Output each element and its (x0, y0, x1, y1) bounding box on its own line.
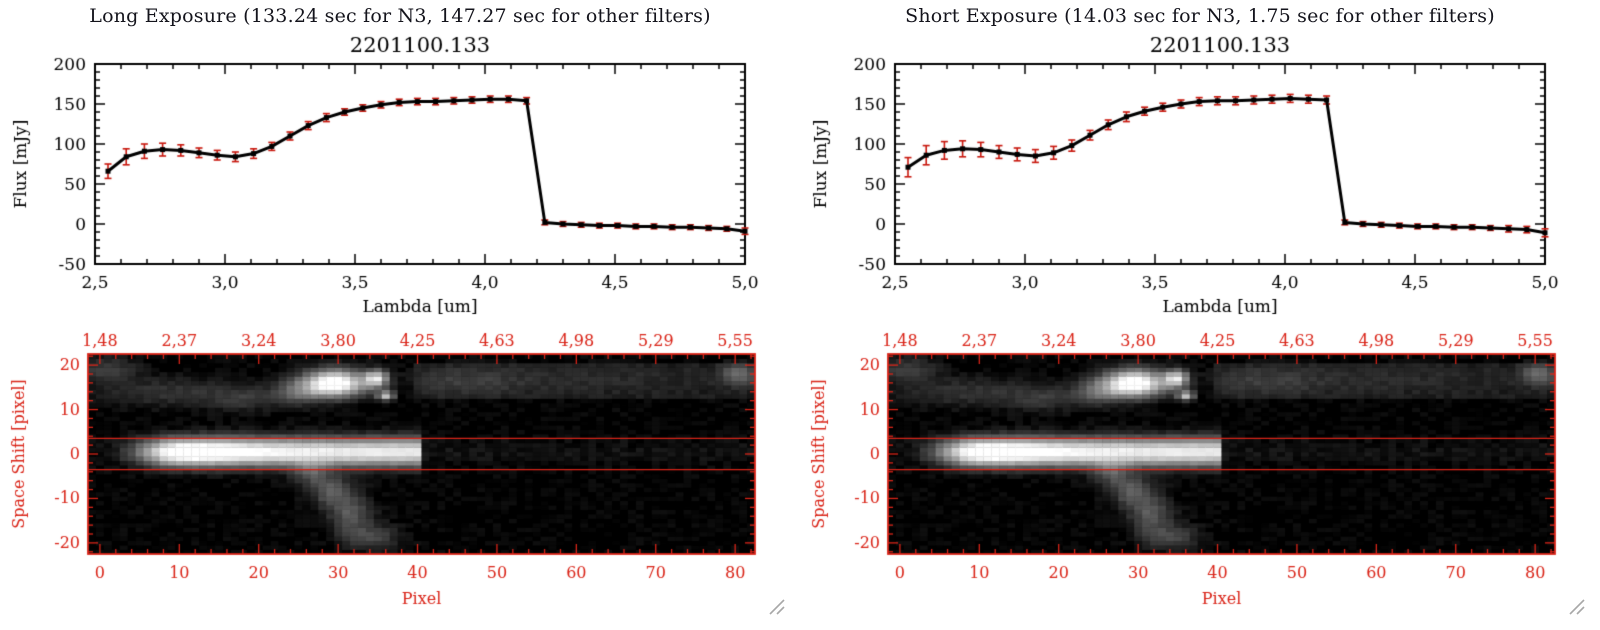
flux-spectrum-chart-short (800, 28, 1600, 320)
resize-grip-icon[interactable] (1568, 598, 1586, 616)
flux-spectrum-chart-long (0, 28, 800, 320)
panel-long-exposure: Long Exposure (133.24 sec for N3, 147.27… (0, 5, 800, 624)
panel-short-exposure: Short Exposure (14.03 sec for N3, 1.75 s… (800, 0, 1600, 630)
panel-title-short: Short Exposure (14.03 sec for N3, 1.75 s… (905, 5, 1495, 27)
panel-title-long: Long Exposure (133.24 sec for N3, 147.27… (89, 5, 711, 27)
spectral-image-long (0, 322, 800, 624)
spectral-image-short (800, 322, 1600, 624)
resize-grip-icon[interactable] (768, 598, 786, 616)
